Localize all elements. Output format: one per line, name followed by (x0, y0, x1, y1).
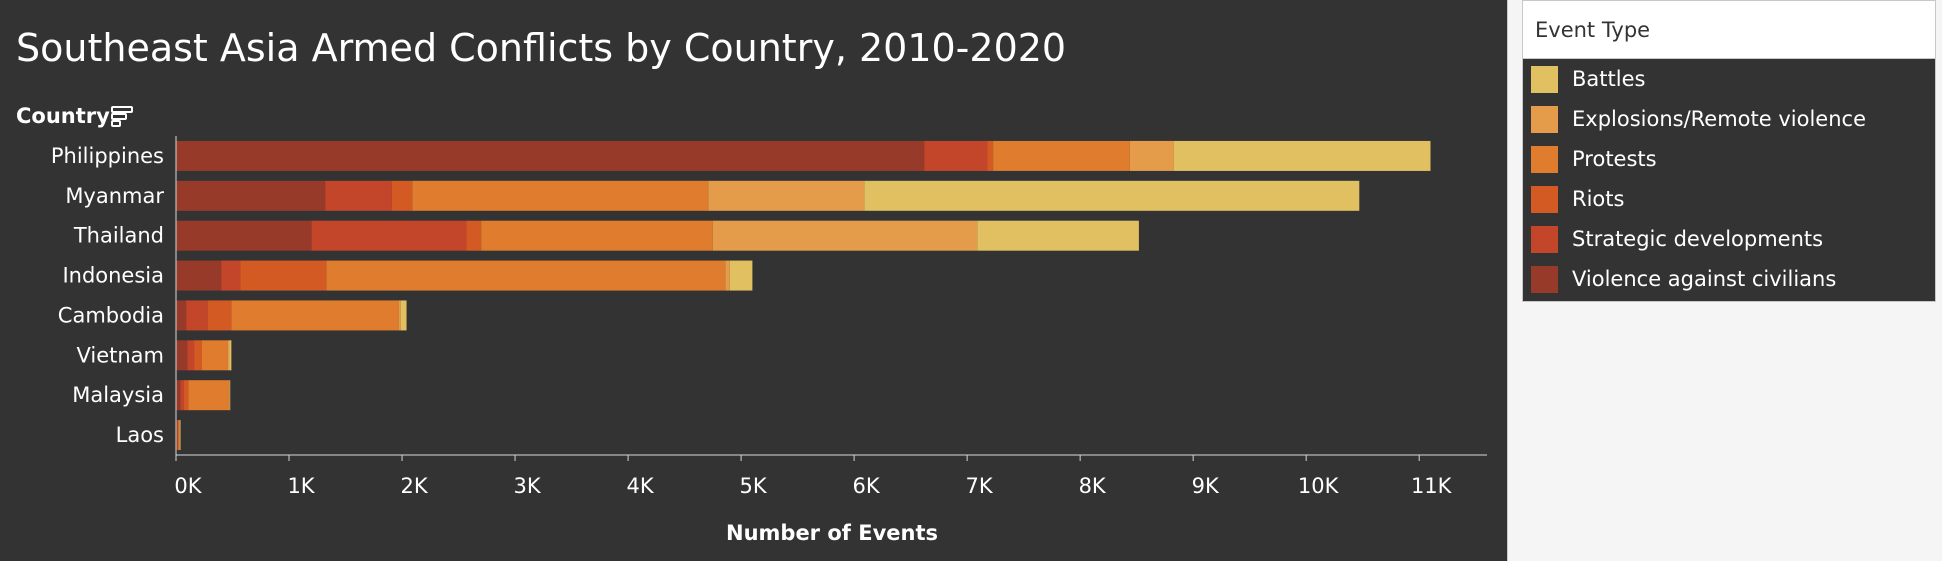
country-label: Thailand (73, 224, 164, 248)
bar-segment[interactable] (180, 380, 184, 411)
bar-segment[interactable] (176, 220, 312, 251)
bar-chart-plot: Philippines Myanmar Thailand Indonesia Cambo… (51, 136, 1487, 498)
bar-segment[interactable] (729, 260, 753, 291)
bar-segment[interactable] (240, 260, 327, 291)
bar-segment[interactable] (400, 300, 407, 331)
bar-segment[interactable] (183, 380, 189, 411)
legend-label: Battles (1572, 67, 1646, 91)
bar-segment[interactable] (177, 420, 178, 451)
x-tick-label: 5K (740, 474, 768, 498)
bar-segment[interactable] (326, 260, 726, 291)
bar-segment[interactable] (176, 260, 222, 291)
bar-segment[interactable] (325, 180, 392, 211)
bar-segment[interactable] (311, 220, 467, 251)
bar-segment[interactable] (412, 180, 709, 211)
bar-segment[interactable] (227, 340, 230, 371)
bar-segment[interactable] (188, 380, 230, 411)
legend-item[interactable]: Battles (1523, 59, 1935, 99)
sort-icon[interactable] (110, 104, 136, 130)
bar-segment[interactable] (1129, 140, 1174, 171)
x-tick-label: 4K (626, 474, 654, 498)
bar-segment[interactable] (391, 180, 413, 211)
legend-label: Strategic developments (1572, 227, 1824, 251)
x-tick-label: 10K (1298, 474, 1340, 498)
x-tick-label: 3K (513, 474, 541, 498)
bar-segment[interactable] (176, 300, 187, 331)
legend-item[interactable]: Protests (1523, 139, 1935, 179)
legend-item[interactable]: Strategic developments (1523, 219, 1935, 259)
bar-segment[interactable] (481, 220, 713, 251)
bar-segment[interactable] (924, 140, 988, 171)
legend-title: Event Type (1523, 1, 1935, 59)
bar-segment[interactable] (398, 300, 401, 331)
bar-segment[interactable] (977, 220, 1139, 251)
x-tick-label: 7K (966, 474, 994, 498)
country-label: Indonesia (62, 264, 164, 288)
legend-label: Explosions/Remote violence (1572, 107, 1866, 131)
legend-swatch (1531, 185, 1558, 213)
bar-segment[interactable] (187, 340, 195, 371)
legend-swatch (1531, 105, 1558, 133)
bar-segment[interactable] (712, 220, 978, 251)
chart-title: Southeast Asia Armed Conflicts by Countr… (16, 26, 1067, 70)
bar-segment[interactable] (176, 180, 326, 211)
panel-divider (1507, 0, 1508, 561)
bar-segment[interactable] (708, 180, 865, 211)
bar-segment[interactable] (1173, 140, 1431, 171)
x-tick-label: 6K (853, 474, 881, 498)
x-tick-label: 1K (287, 474, 315, 498)
bar-segment[interactable] (176, 340, 188, 371)
bar-segment[interactable] (178, 420, 180, 451)
country-label: Cambodia (58, 303, 164, 327)
bar-segment[interactable] (229, 380, 231, 411)
x-axis-title: Number of Events (726, 521, 938, 545)
legend-items: Battles Explosions/Remote violence Protest… (1523, 59, 1935, 299)
legend-label: Protests (1572, 147, 1657, 171)
legend-item[interactable]: Violence against civilians (1523, 259, 1935, 299)
legend-swatch (1531, 65, 1558, 93)
bar-segment[interactable] (229, 340, 232, 371)
country-label: Laos (116, 423, 164, 447)
country-label: Malaysia (72, 383, 164, 407)
legend-swatch (1531, 225, 1558, 253)
x-tick-label: 0K (174, 474, 202, 498)
bar-segment[interactable] (864, 180, 1360, 211)
bar-segment[interactable] (176, 420, 178, 451)
legend-item[interactable]: Riots (1523, 179, 1935, 219)
x-tick-label: 2K (400, 474, 428, 498)
country-label: Myanmar (65, 184, 164, 208)
bar-segment[interactable] (177, 420, 179, 451)
bar-segment[interactable] (201, 340, 228, 371)
bar-segment[interactable] (725, 260, 730, 291)
bar-segment[interactable] (993, 140, 1130, 171)
legend-swatch (1531, 265, 1558, 293)
x-tick-label: 8K (1079, 474, 1107, 498)
bar-segment[interactable] (987, 140, 994, 171)
legend-label: Violence against civilians (1572, 267, 1837, 291)
bar-segment[interactable] (176, 140, 925, 171)
bar-segment[interactable] (194, 340, 202, 371)
bar-segment[interactable] (466, 220, 482, 251)
legend-item[interactable]: Explosions/Remote violence (1523, 99, 1935, 139)
bar-segment[interactable] (179, 420, 181, 451)
legend: Event Type Battles Explosions/Remote viol… (1522, 0, 1936, 302)
legend-label: Riots (1572, 187, 1625, 211)
bar-segment[interactable] (176, 380, 181, 411)
bar-segment[interactable] (221, 260, 241, 291)
bar-segment[interactable] (231, 300, 399, 331)
legend-swatch (1531, 145, 1558, 173)
x-tick-label: 11K (1411, 474, 1453, 498)
country-axis-header: Country (16, 104, 110, 128)
bar-segment[interactable] (179, 420, 180, 451)
country-label: Philippines (51, 144, 164, 168)
bar-segment[interactable] (229, 380, 230, 411)
bar-segment[interactable] (207, 300, 232, 331)
bar-segment[interactable] (186, 300, 208, 331)
country-label: Vietnam (76, 343, 164, 367)
x-tick-label: 9K (1192, 474, 1220, 498)
